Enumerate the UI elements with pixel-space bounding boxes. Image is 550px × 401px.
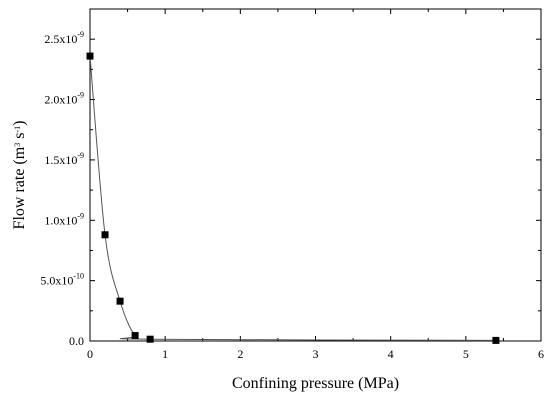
data-point-marker [146,335,154,343]
y-axis-title-main: Flow rate (m [11,146,28,229]
data-point-marker [101,231,109,239]
x-tick-label: 4 [388,347,394,361]
y-axis-title-sup-3: 3 [13,143,22,147]
x-tick-label: 1 [162,347,168,361]
y-tick-label: 1.5x10-9 [44,151,84,167]
x-tick-label: 6 [538,347,544,361]
x-tick-label: 0 [87,347,93,361]
y-axis-title-s: s [11,133,28,143]
y-tick-label: 2.0x10-9 [44,91,84,107]
plot-frame [89,8,542,342]
x-axis-title: Confining pressure (MPa) [232,375,399,392]
x-tick-label: 3 [313,347,319,361]
x-tick-label: 5 [463,347,469,361]
y-tick-label: 0.0 [69,334,84,348]
x-axis-ticks: 0 1 2 3 4 5 6 [87,9,544,361]
data-point-marker [492,336,500,344]
data-point-marker [116,297,124,305]
data-point-marker [86,52,94,60]
y-axis-title-end: ) [11,121,28,126]
y-axis-title-sup-minus-1: -1 [13,126,22,133]
series-line [89,56,496,341]
x-tick-label: 2 [237,347,243,361]
y-tick-label: 1.0x10-9 [44,211,84,227]
series-group [86,52,500,344]
y-tick-label: 2.5x10-9 [44,30,84,46]
y-axis-ticks: 0.0 5.0x10-10 1.0x10-9 1.5x10-9 2.0x10-9 2.5x… [40,30,541,348]
y-tick-label: 5.0x10-10 [40,272,84,288]
plot-area [89,8,542,342]
data-point-marker [131,332,139,340]
y-axis-title: Flow rate (m3 s-1) [11,121,28,230]
